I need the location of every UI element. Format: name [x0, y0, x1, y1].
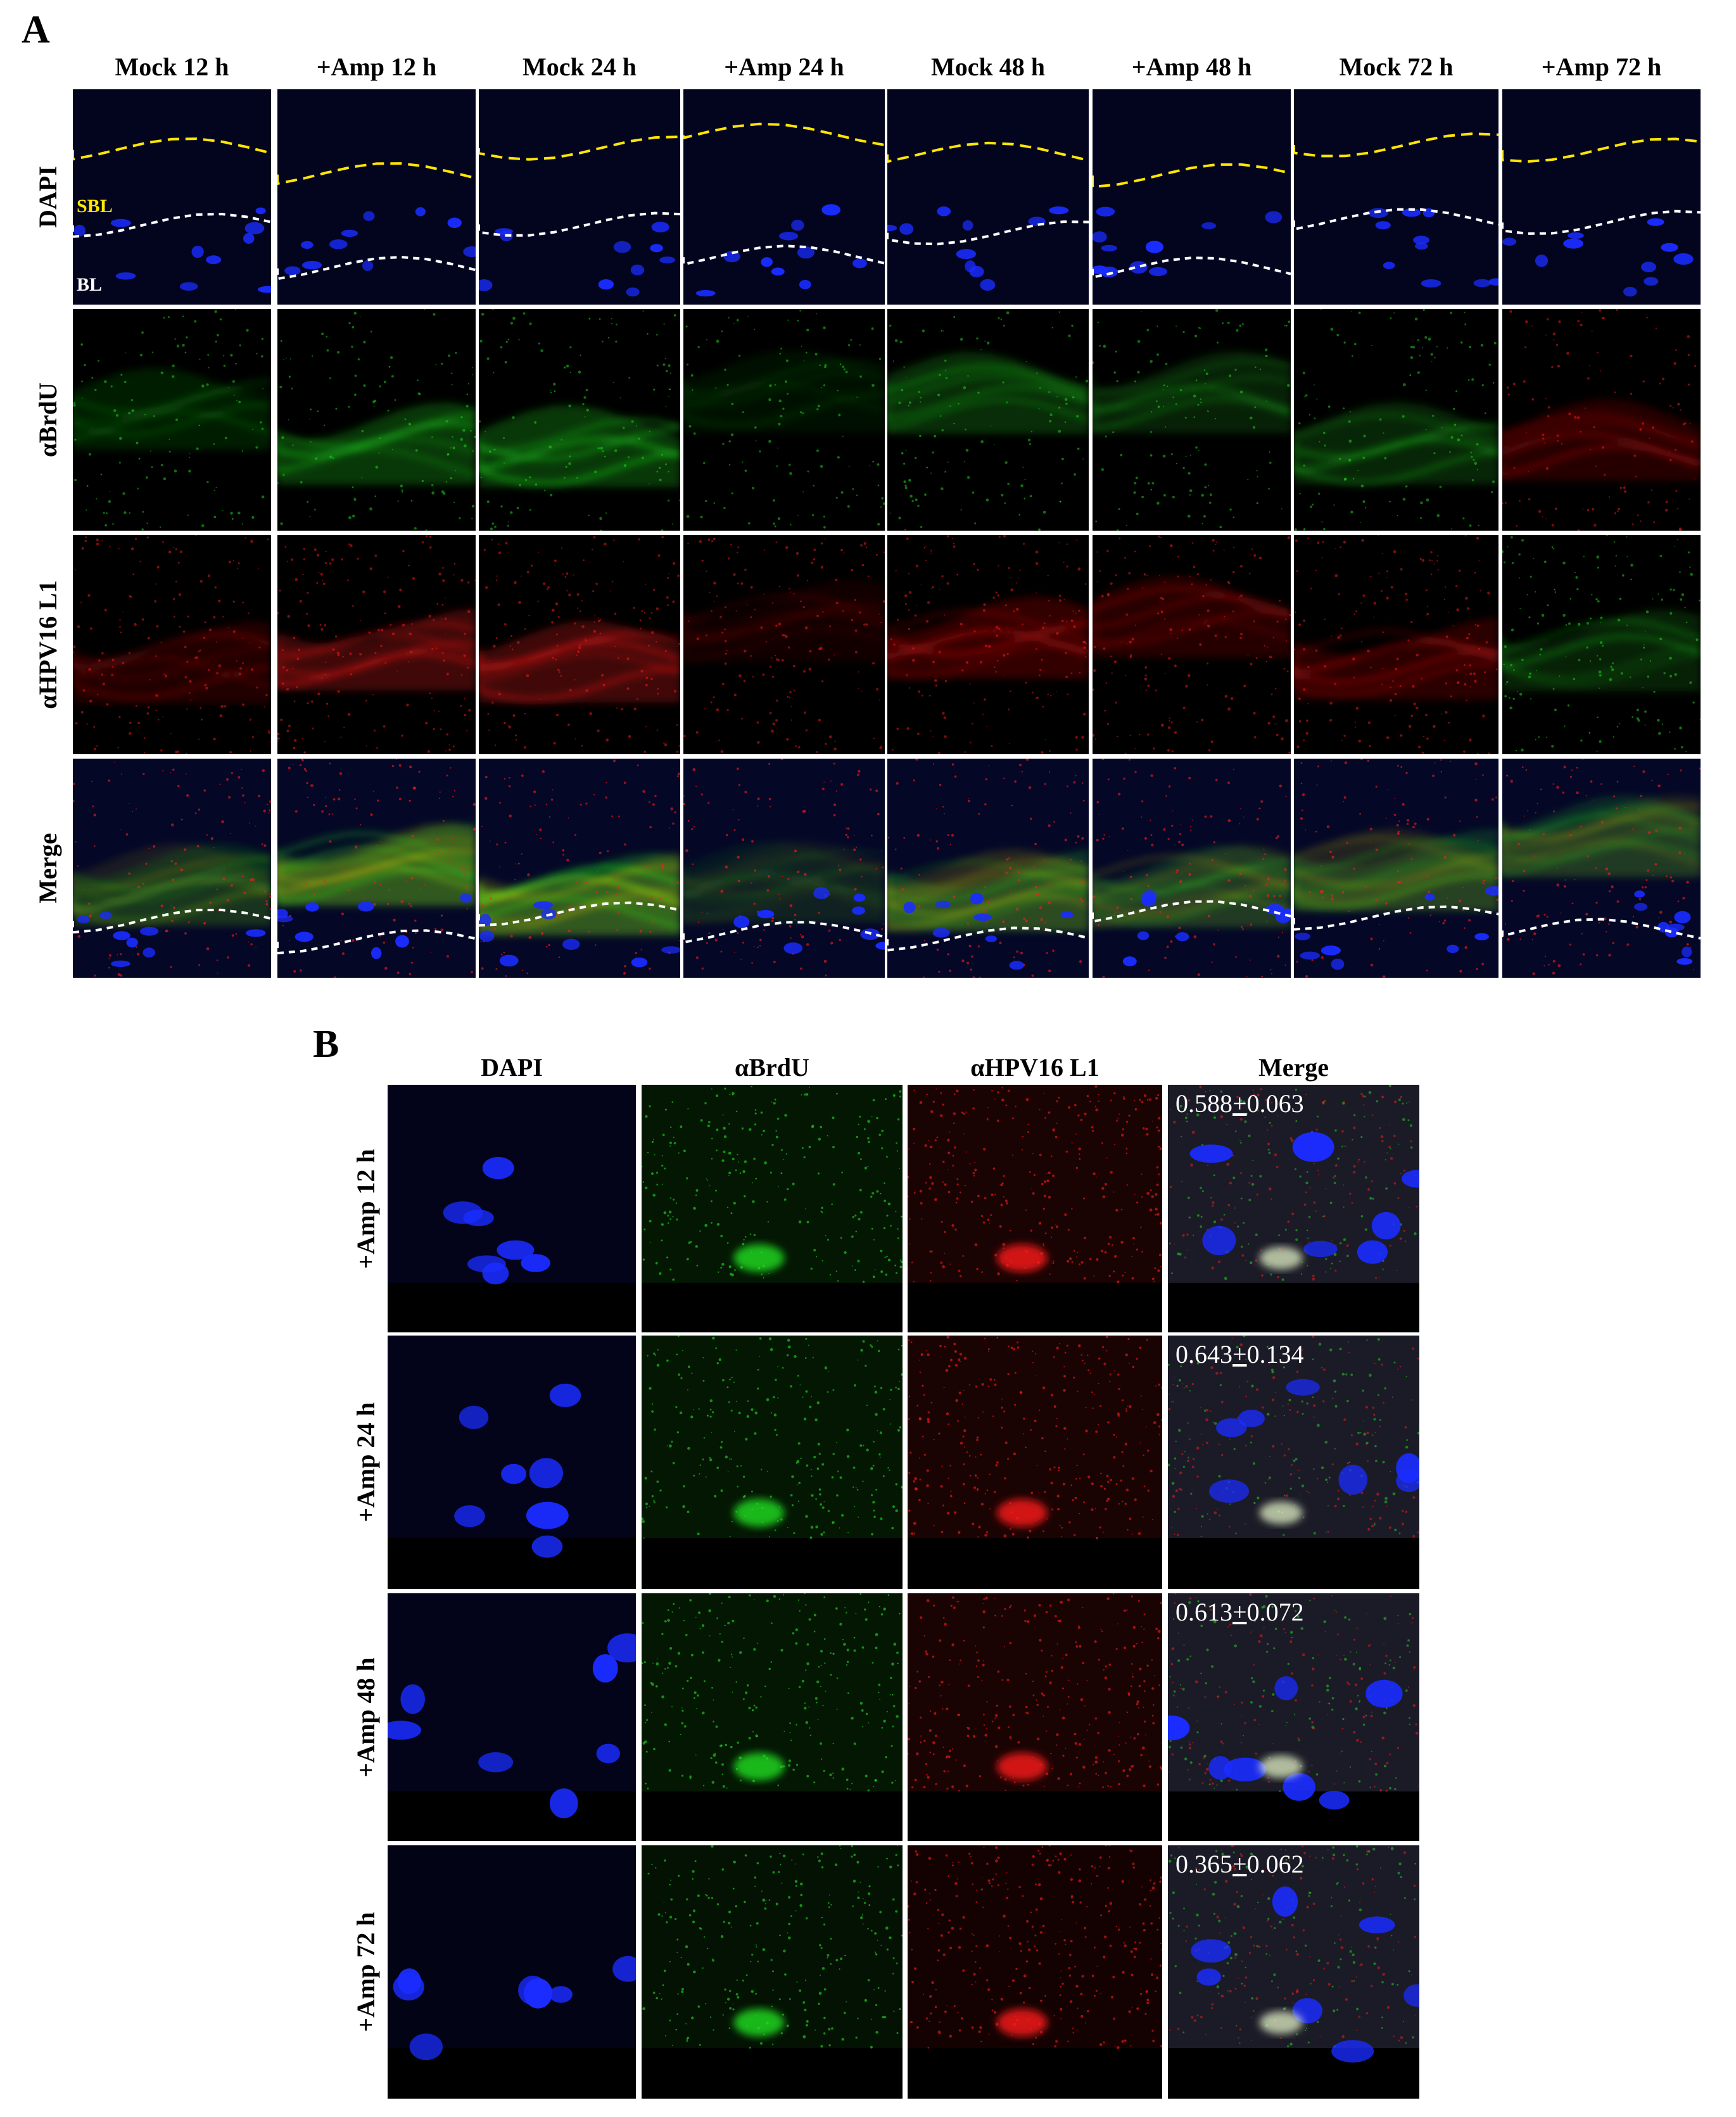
panel-b-micrograph-tile — [908, 1085, 1162, 1332]
panel-a-row-header: Merge — [34, 833, 62, 904]
panel-a-micrograph-tile — [683, 89, 885, 305]
panel-b-micrograph-tile — [642, 1336, 903, 1589]
panel-a-micrograph-tile — [887, 309, 1089, 531]
panel-a-micrograph-tile — [1294, 535, 1498, 754]
panel-a-row-header: αHPV16 L1 — [34, 580, 62, 709]
colocalization-coefficient: 0.588+0.063 — [1175, 1089, 1304, 1118]
panel-a-micrograph-tile — [1093, 759, 1291, 978]
panel-a-micrograph-tile — [1294, 89, 1498, 305]
panel-a-micrograph-tile — [277, 309, 476, 531]
panel-b-row-header: +Amp 12 h — [352, 1148, 380, 1269]
panel-b-column-header: DAPI — [481, 1053, 543, 1082]
coloc-sd: 0.072 — [1246, 1598, 1304, 1626]
panel-a-micrograph-tile — [887, 89, 1089, 305]
panel-a-micrograph-tile — [277, 89, 476, 305]
plus-minus-symbol: + — [1232, 1340, 1247, 1368]
panel-a-micrograph-tile — [1294, 759, 1498, 978]
panel-b-row-header: +Amp 48 h — [352, 1657, 380, 1778]
panel-a-column-header: +Amp 72 h — [1541, 53, 1662, 81]
plus-minus-symbol: + — [1232, 1850, 1247, 1878]
panel-a-micrograph-tile — [479, 759, 680, 978]
panel-b-micrograph-tile — [908, 1336, 1162, 1589]
coloc-mean: 0.613 — [1175, 1598, 1232, 1626]
panel-a-micrograph-tile — [479, 535, 680, 754]
panel-a-micrograph-tile — [1502, 535, 1701, 754]
panel-a-micrograph-tile — [277, 759, 476, 978]
panel-a-column-header: Mock 24 h — [523, 53, 637, 81]
panel-a-row-header: DAPI — [34, 166, 62, 228]
plus-minus-symbol: + — [1232, 1089, 1247, 1118]
panel-b-row-header: +Amp 72 h — [352, 1912, 380, 2032]
panel-a-micrograph-tile: SBL BL — [73, 89, 271, 305]
coloc-sd: 0.062 — [1246, 1850, 1304, 1878]
panel-a-column-header: Mock 72 h — [1339, 53, 1454, 81]
panel-b-micrograph-tile: 0.613+0.072 — [1168, 1593, 1419, 1841]
panel-a-micrograph-tile — [73, 759, 271, 978]
panel-a-micrograph-tile — [73, 535, 271, 754]
panel-a-micrograph-tile — [1502, 89, 1701, 305]
plus-minus-symbol: + — [1232, 1598, 1247, 1626]
panel-b-micrograph-tile — [388, 1085, 636, 1332]
colocalization-coefficient: 0.613+0.072 — [1175, 1597, 1304, 1627]
panel-b-micrograph-tile: 0.365+0.062 — [1168, 1845, 1419, 2099]
panel-a-micrograph-tile — [683, 535, 885, 754]
panel-a-column-header: +Amp 12 h — [316, 53, 437, 81]
panel-b-micrograph-tile: 0.643+0.134 — [1168, 1336, 1419, 1589]
panel-a-column-header: Mock 12 h — [115, 53, 229, 81]
panel-b-micrograph-tile — [642, 1845, 903, 2099]
panel-b-micrograph-tile — [908, 1593, 1162, 1841]
panel-a-micrograph-tile — [683, 759, 885, 978]
panel-a-micrograph-tile — [1502, 309, 1701, 531]
panel-b-micrograph-tile — [388, 1845, 636, 2099]
panel-b-column-header: αHPV16 L1 — [970, 1053, 1099, 1082]
panel-b-micrograph-tile — [908, 1845, 1162, 2099]
panel-a-column-header: +Amp 24 h — [724, 53, 844, 81]
panel-a-micrograph-tile — [1093, 309, 1291, 531]
coloc-sd: 0.134 — [1246, 1340, 1304, 1368]
panel-a-micrograph-tile — [1294, 309, 1498, 531]
coloc-sd: 0.063 — [1246, 1089, 1304, 1118]
panel-a-micrograph-tile — [1093, 535, 1291, 754]
panel-b-micrograph-tile — [388, 1336, 636, 1589]
panel-a-micrograph-tile — [479, 309, 680, 531]
panel-a-micrograph-tile — [1093, 89, 1291, 305]
coloc-mean: 0.588 — [1175, 1089, 1232, 1118]
panel-b-micrograph-tile — [388, 1593, 636, 1841]
panel-b-micrograph-tile: 0.588+0.063 — [1168, 1085, 1419, 1332]
panel-a-letter: A — [22, 8, 50, 51]
panel-a-row-header: αBrdU — [34, 382, 62, 457]
panel-a-micrograph-tile — [479, 89, 680, 305]
suprabasal-layer-label: SBL — [77, 196, 113, 217]
panel-b-letter: B — [313, 1023, 339, 1066]
panel-b-micrograph-tile — [642, 1085, 903, 1332]
panel-a-micrograph-tile — [73, 309, 271, 531]
panel-a-micrograph-tile — [887, 535, 1089, 754]
panel-a-micrograph-tile — [277, 535, 476, 754]
panel-b-column-header: Merge — [1258, 1053, 1329, 1082]
panel-b-micrograph-tile — [642, 1593, 903, 1841]
panel-a-micrograph-tile — [1502, 759, 1701, 978]
panel-a-micrograph-tile — [887, 759, 1089, 978]
panel-a-column-header: Mock 48 h — [931, 53, 1045, 81]
panel-b-row-header: +Amp 24 h — [352, 1402, 380, 1522]
colocalization-coefficient: 0.643+0.134 — [1175, 1339, 1304, 1369]
panel-a-micrograph-tile — [683, 309, 885, 531]
panel-a-column-header: +Amp 48 h — [1131, 53, 1252, 81]
colocalization-coefficient: 0.365+0.062 — [1175, 1849, 1304, 1879]
panel-b-column-header: αBrdU — [735, 1053, 809, 1082]
basal-layer-label: BL — [77, 274, 103, 295]
coloc-mean: 0.365 — [1175, 1850, 1232, 1878]
coloc-mean: 0.643 — [1175, 1340, 1232, 1368]
